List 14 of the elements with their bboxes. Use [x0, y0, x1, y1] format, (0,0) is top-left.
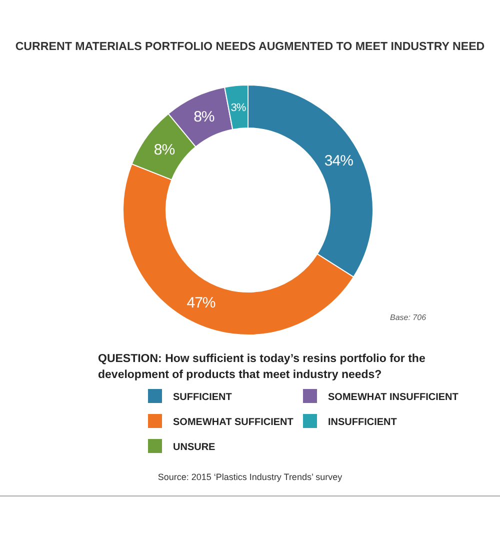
source-note: Source: 2015 ‘Plastics Industry Trends’ survey	[158, 472, 343, 482]
legend-label: SUFFICIENT	[173, 392, 232, 403]
legend-label: SOMEWHAT SUFFICIENT	[173, 417, 294, 428]
legend-label: UNSURE	[173, 442, 216, 453]
legend-label: INSUFFICIENT	[328, 417, 397, 428]
legend-title: QUESTION: How sufficient is today’s resins portfolio for the development of products that meet industry needs?	[98, 353, 426, 381]
legend-label: SOMEWHAT INSUFFICIENT	[328, 392, 458, 403]
text: Base: 706	[390, 313, 427, 322]
data-label: 34%	[324, 152, 354, 170]
data-label: 8%	[194, 108, 214, 126]
data-label: 47%	[186, 294, 216, 312]
data-label: 3%	[230, 102, 246, 114]
chart-title: CURRENT MATERIALS PORTFOLIO NEEDS AUGMENTED TO MEET INDUSTRY NEED	[15, 41, 485, 53]
data-label: 8%	[154, 141, 175, 158]
